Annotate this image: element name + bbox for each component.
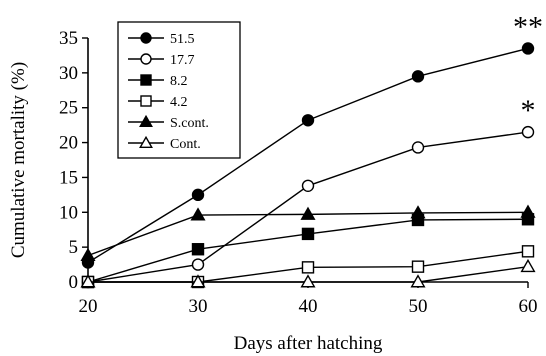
legend-label-S.cont.: S.cont. — [170, 116, 209, 131]
legend-entry-51.5: 51.5 — [128, 32, 195, 47]
point-S.cont.-40 — [300, 206, 316, 220]
legend-label-51.5: 51.5 — [170, 32, 195, 47]
y-tick-label-30: 30 — [59, 63, 78, 84]
point-17.7-40 — [301, 179, 315, 192]
y-tick-label-35: 35 — [59, 28, 78, 49]
series-S.cont. — [80, 204, 536, 261]
point-4.2-60 — [521, 245, 535, 258]
y-tick-label-20: 20 — [59, 133, 78, 154]
legend-label-8.2: 8.2 — [170, 74, 188, 89]
legend-marker-Cont. — [139, 135, 153, 149]
series-51.5 — [81, 42, 535, 269]
point-Cont.-30 — [190, 274, 206, 288]
point-S.cont.-50 — [410, 205, 426, 219]
point-Cont.-60 — [520, 258, 536, 273]
point-4.2-50 — [411, 260, 425, 273]
x-tick-label-30: 30 — [189, 296, 208, 317]
point-S.cont.-20 — [80, 247, 96, 261]
y-tick-label-5: 5 — [69, 237, 79, 258]
annotation-1: * — [521, 94, 536, 127]
y-tick-label-0: 0 — [69, 272, 79, 293]
point-8.2-30 — [191, 243, 205, 256]
point-Cont.-50 — [410, 274, 426, 288]
y-axis-title: Cumulative mortality (%) — [8, 62, 29, 258]
x-tick-label-60: 60 — [519, 296, 538, 317]
legend-entry-8.2: 8.2 — [128, 74, 188, 89]
legend-marker-4.2 — [140, 95, 152, 107]
legend-entry-17.7: 17.7 — [128, 53, 195, 68]
point-Cont.-20 — [80, 274, 96, 288]
point-Cont.-40 — [300, 274, 316, 288]
x-tick-label-20: 20 — [79, 296, 98, 317]
legend-marker-8.2 — [140, 74, 152, 86]
y-tick-label-10: 10 — [59, 202, 78, 223]
legend-label-4.2: 4.2 — [170, 95, 188, 110]
legend-entry-Cont.: Cont. — [128, 135, 201, 152]
legend-label-Cont.: Cont. — [170, 137, 201, 152]
point-51.5-60 — [521, 42, 535, 55]
legend-marker-17.7 — [140, 53, 152, 65]
legend: 51.5 17.7 8.2 4.2 S.cont. Cont. — [117, 21, 241, 159]
legend-label-17.7: 17.7 — [170, 53, 195, 68]
point-8.2-40 — [301, 227, 315, 241]
x-axis-title: Days after hatching — [234, 333, 383, 354]
point-51.5-50 — [411, 70, 425, 83]
annotations: *** — [513, 10, 543, 127]
legend-entry-S.cont.: S.cont. — [128, 114, 209, 131]
annotation-0: ** — [513, 10, 543, 43]
point-51.5-30 — [191, 188, 205, 202]
point-17.7-60 — [521, 125, 535, 139]
point-17.7-50 — [411, 141, 425, 154]
y-tick-label-15: 15 — [59, 167, 78, 188]
legend-marker-S.cont. — [139, 114, 153, 128]
x-tick-label-50: 50 — [409, 296, 428, 317]
point-51.5-40 — [301, 114, 315, 127]
point-4.2-40 — [301, 261, 315, 274]
y-tick-label-25: 25 — [59, 98, 78, 119]
point-17.7-30 — [191, 258, 205, 271]
legend-box — [117, 21, 241, 159]
axes: 0 5 10 15 20 25 30 35 20 30 40 50 60 — [59, 28, 538, 317]
x-tick-label-40: 40 — [299, 296, 318, 317]
legend-entry-4.2: 4.2 — [128, 95, 188, 110]
point-S.cont.-30 — [190, 207, 206, 221]
point-S.cont.-60 — [520, 204, 536, 218]
series-Cont. — [80, 258, 536, 288]
series-layer — [80, 42, 536, 289]
legend-marker-51.5 — [140, 32, 152, 44]
